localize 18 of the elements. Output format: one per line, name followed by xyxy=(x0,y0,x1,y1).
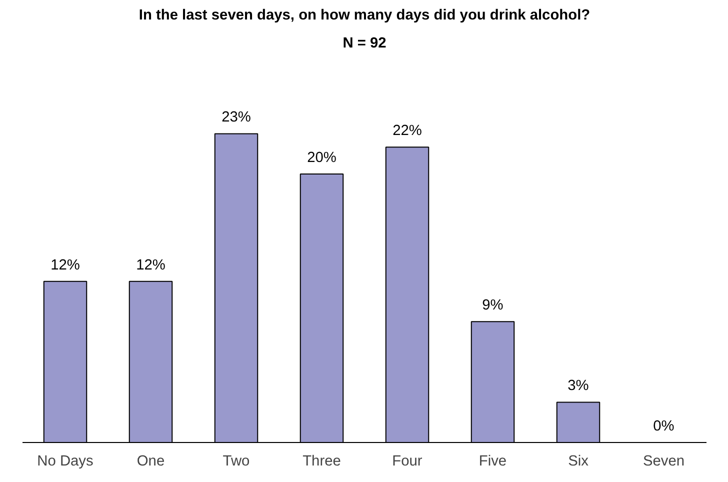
data-label: 23% xyxy=(222,110,251,126)
data-label: 9% xyxy=(482,298,504,314)
x-tick-label: Three xyxy=(302,454,341,470)
data-label: 12% xyxy=(136,257,166,274)
x-tick-label: No Days xyxy=(37,454,94,470)
x-tick-label: Two xyxy=(222,454,250,470)
x-tick-label: Five xyxy=(478,454,507,470)
data-label: 3% xyxy=(568,378,589,394)
x-tick-label: Six xyxy=(568,454,590,470)
data-label: 22% xyxy=(392,123,422,140)
chart-subtitle: N = 92 xyxy=(342,36,386,52)
chart-title: In the last seven days, on how many days did you drink alcohol? xyxy=(138,8,590,24)
data-label: 12% xyxy=(50,257,80,274)
data-label: 0% xyxy=(653,418,674,434)
x-tick-label: Four xyxy=(392,454,422,470)
x-tick-label: Seven xyxy=(642,454,685,470)
x-tick-label: One xyxy=(136,454,165,470)
data-label: 20% xyxy=(307,150,336,166)
